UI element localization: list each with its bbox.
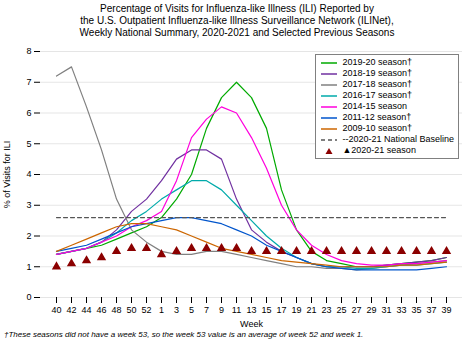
svg-text:15: 15: [261, 305, 271, 315]
svg-text:6: 6: [26, 108, 31, 118]
svg-text:9: 9: [219, 305, 224, 315]
svg-text:48: 48: [111, 305, 121, 315]
svg-text:23: 23: [321, 305, 331, 315]
html-text:2009-10 season†: 2009-10 season†: [342, 123, 412, 133]
svg-text:27: 27: [351, 305, 361, 315]
html-text:2019-20 season†: 2019-20 season†: [342, 57, 412, 67]
svg-text:11: 11: [232, 305, 241, 315]
svg-text:5: 5: [189, 305, 194, 315]
svg-text:46: 46: [96, 305, 106, 315]
html-text:2018-19 season†: 2018-19 season†: [342, 68, 412, 78]
svg-text:7: 7: [26, 77, 31, 87]
svg-text:35: 35: [411, 305, 421, 315]
svg-text:52: 52: [141, 305, 151, 315]
html-text:Percentage of Visits for Influ: Percentage of Visits for Influenza-like …: [79, 3, 395, 38]
svg-text:44: 44: [81, 305, 91, 315]
html-text:--2020-21 National Baseline: --2020-21 National Baseline: [342, 134, 454, 144]
svg-text:4: 4: [26, 169, 31, 179]
svg-text:37: 37: [426, 305, 436, 315]
svg-text:33: 33: [396, 305, 406, 315]
svg-text:42: 42: [66, 305, 76, 315]
html-text:2011-12 season†: 2011-12 season†: [342, 112, 412, 122]
svg-text:13: 13: [246, 305, 256, 315]
html-text:2014-15 season: 2014-15 season: [342, 101, 407, 111]
svg-text:39: 39: [441, 305, 451, 315]
html-text:2016-17 season†: 2016-17 season†: [342, 90, 412, 100]
svg-text:3: 3: [174, 305, 179, 315]
svg-text:40: 40: [51, 305, 61, 315]
svg-text:25: 25: [336, 305, 346, 315]
svg-text:7: 7: [204, 305, 209, 315]
svg-text:5: 5: [26, 139, 31, 149]
svg-text:3: 3: [26, 200, 31, 210]
svg-text:1: 1: [159, 305, 164, 315]
svg-text:21: 21: [306, 305, 316, 315]
svg-text:1: 1: [26, 262, 31, 272]
svg-text:Week: Week: [240, 319, 263, 329]
svg-text:17: 17: [276, 305, 286, 315]
svg-text:31: 31: [381, 305, 391, 315]
svg-text:50: 50: [126, 305, 136, 315]
svg-text:8: 8: [26, 46, 31, 56]
svg-text:19: 19: [291, 305, 301, 315]
html-text:†These seasons did not have a: †These seasons did not have a week 53, s…: [4, 330, 364, 339]
html-text:▲2020-21 season: ▲2020-21 season: [342, 145, 416, 155]
svg-text:2: 2: [26, 231, 31, 241]
html-text:2017-18 season†: 2017-18 season†: [342, 79, 412, 89]
svg-text:% of Visits for ILI: % of Visits for ILI: [2, 141, 12, 208]
svg-text:29: 29: [366, 305, 376, 315]
svg-text:0: 0: [26, 292, 31, 302]
